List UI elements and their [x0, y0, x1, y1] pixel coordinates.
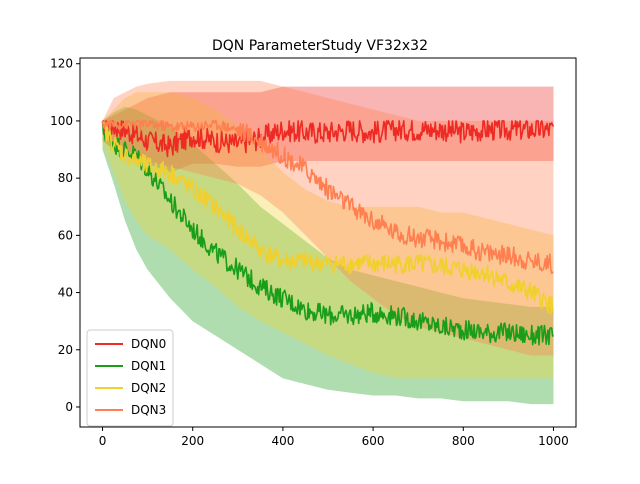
- y-axis: 0 20 40 60 80 100 120: [50, 57, 80, 414]
- line-dqn0: [102, 120, 555, 158]
- y-tick-label: 20: [58, 343, 73, 357]
- legend-label-dqn0: DQN0: [131, 337, 166, 351]
- variance-bands: [102, 80, 554, 405]
- x-tick-label: 600: [362, 434, 385, 448]
- y-tick-label: 120: [50, 57, 73, 71]
- legend-label-dqn1: DQN1: [131, 359, 166, 373]
- legend-box: [86, 329, 174, 427]
- legend: DQN0 DQN1 DQN2 DQN3: [86, 329, 174, 427]
- x-tick-label: 200: [181, 434, 204, 448]
- x-axis: 0 200 400 600 800 1000: [99, 427, 569, 448]
- y-tick-label: 100: [50, 114, 73, 128]
- band-dqn0: [102, 86, 554, 173]
- legend-label-dqn2: DQN2: [131, 381, 166, 395]
- line-dqn3: [101, 120, 554, 275]
- band-dqn1: [102, 106, 554, 405]
- legend-label-dqn3: DQN3: [131, 403, 166, 417]
- line-dqn1: [101, 121, 555, 346]
- series-lines: [101, 120, 555, 346]
- y-tick-label: 40: [58, 286, 73, 300]
- x-tick-label: 800: [452, 434, 475, 448]
- line-dqn2: [101, 120, 555, 315]
- y-tick-label: 0: [65, 400, 73, 414]
- x-tick-label: 0: [99, 434, 107, 448]
- band-dqn2: [102, 92, 554, 379]
- x-tick-label: 400: [271, 434, 294, 448]
- y-tick-label: 60: [58, 228, 73, 242]
- x-tick-label: 1000: [538, 434, 569, 448]
- plot-area-frame: [79, 57, 577, 428]
- chart-title: DQN ParameterStudy VF32x32: [212, 38, 428, 54]
- y-tick-label: 80: [58, 171, 73, 185]
